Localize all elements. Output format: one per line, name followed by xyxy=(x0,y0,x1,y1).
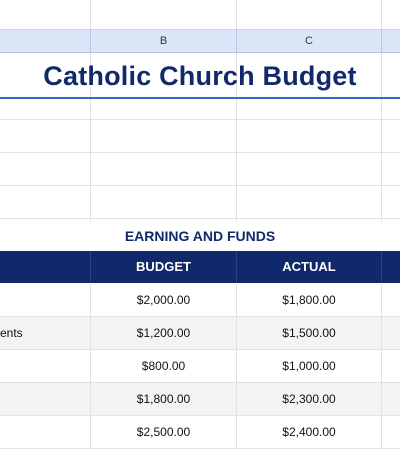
cell-separator xyxy=(236,416,237,448)
grid-line xyxy=(0,119,400,120)
grid-line xyxy=(236,0,237,222)
cell-separator xyxy=(236,350,237,382)
header-separator xyxy=(90,251,91,283)
row-label-cell[interactable]: ents xyxy=(0,326,23,340)
cell-separator xyxy=(90,383,91,415)
cell-separator xyxy=(381,383,382,415)
title-underline xyxy=(0,97,400,99)
section-title[interactable]: EARNING AND FUNDS xyxy=(124,228,276,244)
table-row: $800.00 $1,000.00 xyxy=(0,350,400,383)
actual-cell[interactable]: $2,300.00 xyxy=(282,392,336,406)
column-header-c[interactable]: C xyxy=(305,35,313,47)
cell-separator xyxy=(381,317,382,349)
budget-cell[interactable]: $2,000.00 xyxy=(136,293,191,307)
row-label-cell[interactable] xyxy=(0,350,90,382)
row-label-cell[interactable] xyxy=(0,284,90,316)
actual-header[interactable]: ACTUAL xyxy=(282,259,336,274)
actual-cell[interactable]: $2,400.00 xyxy=(282,425,336,439)
row-label-cell[interactable] xyxy=(0,383,90,415)
table-row: $1,800.00 $2,300.00 xyxy=(0,383,400,416)
cell-separator xyxy=(236,317,237,349)
budget-cell[interactable]: $1,200.00 xyxy=(136,326,191,340)
grid-line xyxy=(0,185,400,186)
header-separator xyxy=(381,251,382,283)
table-row: $2,500.00 $2,400.00 xyxy=(0,416,400,449)
cell-separator xyxy=(90,284,91,316)
grid-line xyxy=(381,0,382,222)
column-separator xyxy=(381,30,382,52)
budget-header[interactable]: BUDGET xyxy=(136,259,191,274)
column-separator xyxy=(90,30,91,52)
sheet-title[interactable]: Catholic Church Budget xyxy=(43,61,357,91)
row-label-cell[interactable] xyxy=(0,416,90,448)
table-row: $2,000.00 $1,800.00 xyxy=(0,284,400,317)
cell-separator xyxy=(236,383,237,415)
cell-separator xyxy=(90,350,91,382)
actual-cell[interactable]: $1,500.00 xyxy=(282,326,336,340)
header-separator xyxy=(236,251,237,283)
actual-cell[interactable]: $1,000.00 xyxy=(282,359,336,373)
actual-cell[interactable]: $1,800.00 xyxy=(282,293,336,307)
cell-separator xyxy=(381,284,382,316)
grid-line xyxy=(0,218,400,219)
cell-separator xyxy=(90,317,91,349)
table-row: ents $1,200.00 $1,500.00 xyxy=(0,317,400,350)
column-header-b[interactable]: B xyxy=(159,35,168,47)
cell-separator xyxy=(236,284,237,316)
grid-line xyxy=(90,0,91,222)
grid-line xyxy=(0,152,400,153)
column-header-bar: B C xyxy=(0,29,400,53)
cell-separator xyxy=(381,416,382,448)
column-separator xyxy=(236,30,237,52)
budget-cell[interactable]: $1,800.00 xyxy=(136,392,191,406)
table-header: BUDGET ACTUAL xyxy=(0,251,400,283)
budget-cell[interactable]: $2,500.00 xyxy=(136,425,191,439)
cell-separator xyxy=(381,350,382,382)
cell-separator xyxy=(90,416,91,448)
budget-cell[interactable]: $800.00 xyxy=(141,359,186,373)
